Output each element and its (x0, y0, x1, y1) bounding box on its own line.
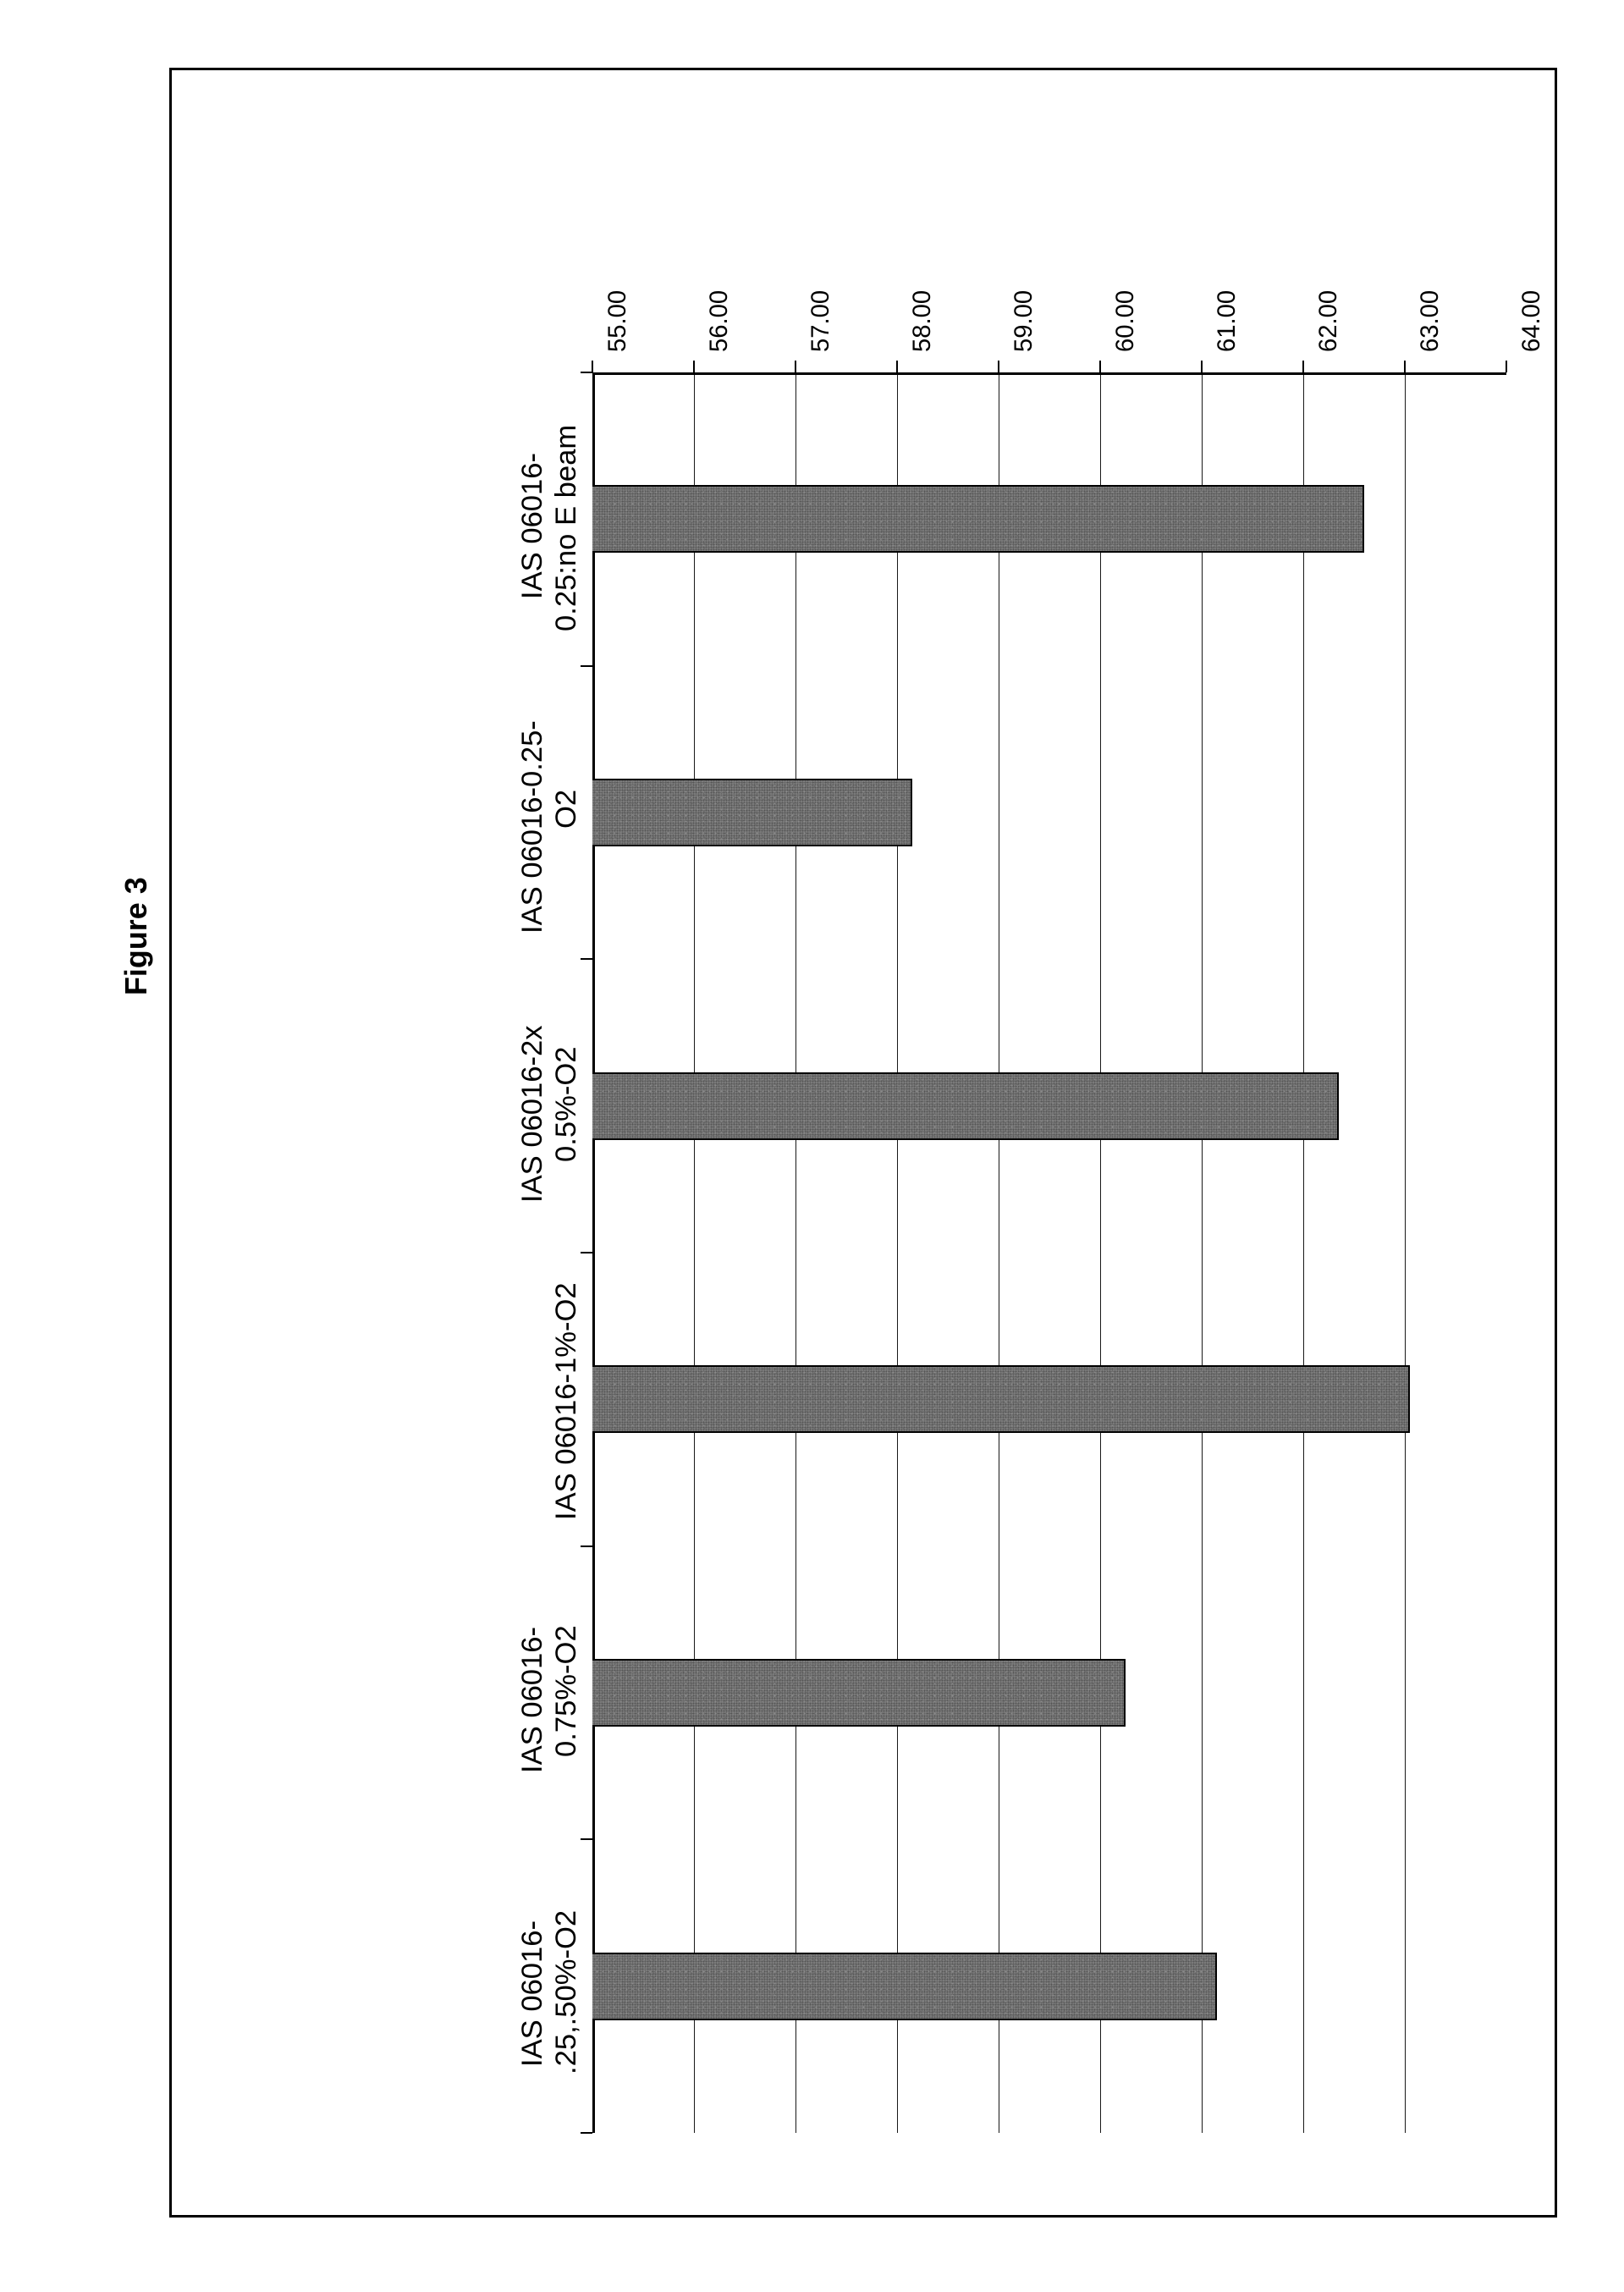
value-tick-label: 58.00 (909, 290, 937, 352)
grid-line (1100, 372, 1101, 2133)
value-tick-mark (896, 361, 898, 372)
value-tick-label: 55.00 (604, 290, 632, 352)
category-label: IAS 06016-2x (516, 1025, 549, 1203)
value-tick-label: 61.00 (1214, 290, 1241, 352)
chart-bar (592, 1953, 1217, 2020)
category-label: 0.75%-O2 (550, 1625, 583, 1757)
grid-line (1202, 372, 1203, 2133)
chart-bar (592, 779, 912, 846)
value-tick-label: 57.00 (807, 290, 835, 352)
value-tick-label: 62.00 (1315, 290, 1343, 352)
value-tick-mark (1099, 361, 1101, 372)
grid-line (694, 372, 695, 2133)
category-tick-mark (581, 1252, 592, 1253)
category-label: 0.25:no E beam (550, 425, 583, 631)
category-tick-mark (581, 665, 592, 667)
category-label: O2 (550, 790, 583, 829)
grid-line (1303, 372, 1304, 2133)
value-tick-mark (1506, 361, 1507, 372)
grid-line (795, 372, 796, 2133)
category-label: IAS 06016-1%-O2 (550, 1282, 583, 1520)
category-tick-mark (581, 1545, 592, 1547)
figure-label: Figure 3 (118, 877, 154, 995)
category-label: IAS 06016- (516, 453, 549, 599)
value-tick-mark (1201, 361, 1203, 372)
category-label: IAS 06016- (516, 1920, 549, 2067)
value-tick-mark (693, 361, 695, 372)
chart-bar (592, 1072, 1339, 1140)
category-label: IAS 06016-0.25- (516, 720, 549, 934)
category-label: .25,.50%-O2 (550, 1910, 583, 2074)
category-label: 0.5%-O2 (550, 1047, 583, 1162)
chart-bar (592, 485, 1364, 553)
grid-line (1405, 372, 1406, 2133)
value-tick-label: 64.00 (1518, 290, 1546, 352)
value-tick-mark (1302, 361, 1304, 372)
value-tick-mark (795, 361, 796, 372)
chart-bar (592, 1659, 1126, 1727)
category-label: IAS 06016- (516, 1627, 549, 1773)
chart-outer-frame (169, 68, 1557, 2218)
category-tick-mark (581, 2132, 592, 2134)
value-tick-label: 60.00 (1112, 290, 1140, 352)
value-tick-label: 56.00 (706, 290, 734, 352)
y-axis-baseline (592, 372, 595, 2133)
value-tick-mark (998, 361, 999, 372)
value-tick-mark (1404, 361, 1406, 372)
category-tick-mark (581, 958, 592, 960)
value-axis-line (592, 372, 1506, 375)
category-tick-mark (581, 1838, 592, 1840)
category-tick-mark (581, 372, 592, 373)
value-tick-label: 63.00 (1417, 290, 1445, 352)
grid-line (897, 372, 898, 2133)
value-tick-label: 59.00 (1010, 290, 1038, 352)
chart-bar (592, 1365, 1410, 1433)
value-tick-mark (592, 361, 593, 372)
